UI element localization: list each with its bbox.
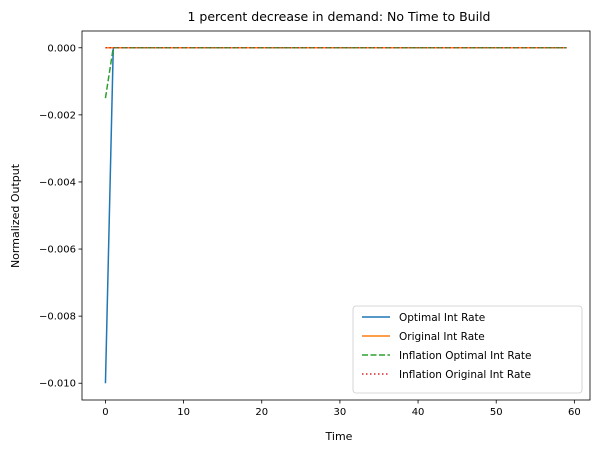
x-tick-label: 20 bbox=[255, 407, 268, 418]
legend-label-4: Inflation Original Int Rate bbox=[399, 369, 531, 381]
series-line-3 bbox=[104, 47, 567, 99]
x-tick-label: 0 bbox=[102, 407, 108, 418]
y-tick-label: −0.006 bbox=[39, 245, 76, 256]
y-tick-label: −0.010 bbox=[39, 379, 76, 390]
x-tick-label: 50 bbox=[490, 407, 503, 418]
y-tick-label: −0.004 bbox=[39, 177, 76, 188]
x-tick-label: 60 bbox=[568, 407, 581, 418]
legend: Optimal Int Rate Original Int Rate Inflati… bbox=[352, 305, 583, 394]
axes-frame bbox=[81, 30, 591, 401]
x-tick-label: 40 bbox=[412, 407, 425, 418]
y-tick-label: −0.002 bbox=[39, 110, 76, 121]
y-tick-label: −0.008 bbox=[39, 312, 76, 323]
y-tick-label: 0.000 bbox=[47, 43, 76, 54]
plot-area: 0 10 20 30 40 50 60 0.000 −0.002 −0.004 −0.006 −0.0… bbox=[39, 30, 591, 418]
legend-label-3: Inflation Optimal Int Rate bbox=[399, 350, 531, 362]
x-tick-label: 10 bbox=[177, 407, 190, 418]
legend-box bbox=[352, 305, 583, 394]
x-axis-label: Time bbox=[325, 430, 353, 443]
legend-label-1: Optimal Int Rate bbox=[399, 312, 485, 324]
chart-title: 1 percent decrease in demand: No Time to… bbox=[188, 9, 491, 24]
y-axis-label: Normalized Output bbox=[9, 163, 22, 268]
legend-label-2: Original Int Rate bbox=[399, 331, 485, 343]
x-tick-label: 30 bbox=[334, 407, 347, 418]
